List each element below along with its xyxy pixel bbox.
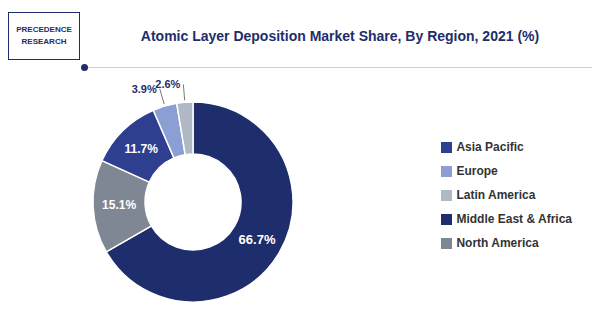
html-text:Middle East & Africa: Middle East & Africa bbox=[456, 211, 572, 226]
svg-text:2.6%: 2.6% bbox=[155, 78, 180, 90]
html-text:Latin America: Latin America bbox=[456, 187, 536, 202]
html-text:RESEARCH: RESEARCH bbox=[21, 37, 67, 46]
html-text:North America: North America bbox=[456, 235, 539, 250]
html-text:PRECEDENCE: PRECEDENCE bbox=[16, 25, 72, 34]
svg-text:15.1%: 15.1% bbox=[102, 198, 136, 212]
svg-text:66.7%: 66.7% bbox=[239, 232, 276, 247]
html-text:Europe: Europe bbox=[456, 163, 498, 178]
svg-text:3.9%: 3.9% bbox=[132, 83, 157, 95]
svg-text:11.7%: 11.7% bbox=[124, 142, 158, 156]
html-text:Asia Pacific: Asia Pacific bbox=[456, 139, 524, 154]
html-text:Atomic Layer Deposition Market: Atomic Layer Deposition Market Share, By… bbox=[140, 28, 540, 44]
